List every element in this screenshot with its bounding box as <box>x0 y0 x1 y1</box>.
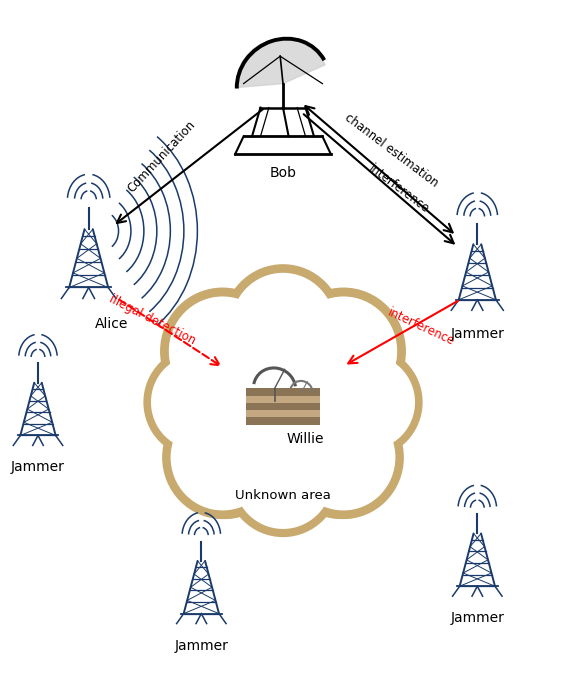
Text: interference: interference <box>385 305 457 348</box>
Text: Alice: Alice <box>95 316 128 331</box>
Ellipse shape <box>194 311 372 493</box>
Ellipse shape <box>237 430 329 524</box>
Ellipse shape <box>231 273 335 379</box>
Ellipse shape <box>222 264 344 387</box>
Text: interference: interference <box>366 162 431 216</box>
Text: Jammer: Jammer <box>11 460 65 475</box>
Ellipse shape <box>160 288 285 415</box>
Ellipse shape <box>144 346 255 458</box>
Ellipse shape <box>222 266 344 389</box>
Ellipse shape <box>291 303 391 405</box>
Ellipse shape <box>226 420 340 537</box>
Ellipse shape <box>311 346 422 458</box>
Text: Willie: Willie <box>287 431 324 446</box>
Ellipse shape <box>283 396 404 519</box>
Ellipse shape <box>162 290 287 417</box>
Ellipse shape <box>279 290 404 417</box>
Bar <box>246 396 320 403</box>
Ellipse shape <box>293 408 390 507</box>
Ellipse shape <box>169 297 276 406</box>
Bar <box>246 388 320 396</box>
Ellipse shape <box>234 429 332 529</box>
Ellipse shape <box>314 347 423 458</box>
Ellipse shape <box>175 303 275 405</box>
Ellipse shape <box>281 396 402 519</box>
Ellipse shape <box>184 307 382 498</box>
Text: Jammer: Jammer <box>174 638 228 653</box>
Text: Jammer: Jammer <box>451 327 504 341</box>
Ellipse shape <box>162 396 283 519</box>
Ellipse shape <box>179 296 387 508</box>
Bar <box>246 410 320 417</box>
Ellipse shape <box>281 288 406 415</box>
Polygon shape <box>237 39 325 87</box>
Ellipse shape <box>226 418 340 535</box>
Ellipse shape <box>290 297 397 406</box>
Text: Jammer: Jammer <box>451 611 504 625</box>
Ellipse shape <box>143 347 252 458</box>
Ellipse shape <box>151 355 244 450</box>
Text: Bob: Bob <box>269 166 297 180</box>
Ellipse shape <box>164 396 285 519</box>
Ellipse shape <box>176 408 273 507</box>
Bar <box>246 403 320 410</box>
Text: Communication: Communication <box>126 118 199 195</box>
Bar <box>246 417 320 425</box>
Text: Unknown area: Unknown area <box>235 489 331 502</box>
Ellipse shape <box>156 357 244 447</box>
Ellipse shape <box>322 357 410 447</box>
Ellipse shape <box>204 326 362 479</box>
Text: channel estimation: channel estimation <box>342 111 441 190</box>
Ellipse shape <box>170 405 275 510</box>
Ellipse shape <box>235 279 331 377</box>
Ellipse shape <box>322 355 415 450</box>
Text: illegal detection: illegal detection <box>107 292 198 347</box>
Ellipse shape <box>291 405 396 510</box>
